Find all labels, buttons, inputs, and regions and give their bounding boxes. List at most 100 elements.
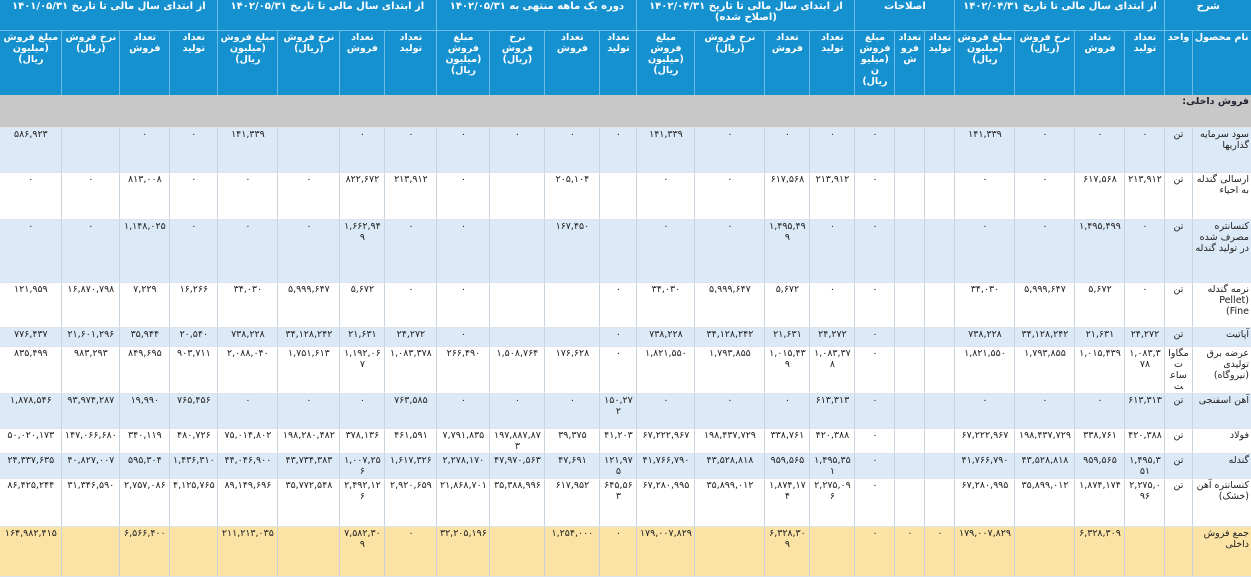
cell: ۰	[954, 172, 1015, 220]
cell: ۱,۸۷۴,۱۷۴	[764, 478, 810, 527]
cell: ۱,۴۹۵,۴۹۹	[1074, 219, 1125, 283]
data-row: آپاتیت تن ۲۴,۲۷۲ ۲۱,۶۳۱ ۳۴,۱۲۸,۲۴۲ ۷۳۸,۲۲۸ ۰ ۲۴…	[0, 327, 1251, 347]
cell: ۶۱۷,۵۶۸	[764, 172, 810, 220]
column-header: تعداد تولید	[599, 30, 637, 95]
cell: ۰	[1124, 219, 1165, 283]
row-label: کنسانتره آهن (خشک)	[1191, 478, 1251, 527]
row-label: گندله	[1191, 453, 1251, 479]
cell: ۴۱,۲۰۳	[599, 428, 637, 454]
column-header: تعداد تولید	[1124, 30, 1165, 95]
cell	[894, 282, 925, 328]
cell	[599, 219, 637, 283]
cell: تن	[1164, 219, 1192, 283]
cell	[277, 127, 340, 173]
cell: ۷۶۳,۵۸۵	[384, 393, 437, 429]
cell	[894, 172, 925, 220]
cell: ۰	[854, 327, 895, 347]
cell: ۰	[694, 172, 765, 220]
row-label: آپاتیت	[1191, 327, 1251, 347]
cell: ۰	[436, 282, 490, 328]
table-body: فروش داخلی: سود سرمایه گذاریها تن ۰ ۰ ۰ ۱۴۱,۳۳…	[0, 95, 1251, 577]
cell: ۱,۵۰۸,۷۶۴	[489, 346, 545, 394]
cell: ۱,۴۹۵,۳۵۱	[1124, 453, 1165, 479]
cell: ۰	[636, 219, 695, 283]
cell: ۱۹۸,۲۸۰,۴۸۲	[277, 428, 340, 454]
cell: ۰	[436, 393, 490, 429]
column-header: مبلغ فروش (میلیون ریال)	[854, 30, 895, 95]
cell: ۲۰۵,۱۰۴	[544, 172, 600, 220]
cell: ۱۷۹,۰۰۷,۸۲۹	[636, 526, 695, 577]
cell: ۱,۰۸۳,۳۷۸	[384, 346, 437, 394]
cell: ۳۲,۲۰۵,۱۹۶	[436, 526, 490, 577]
cell: تن	[1164, 478, 1192, 527]
cell	[924, 478, 955, 527]
cell: ۰	[599, 127, 637, 173]
group-header: از ابتدای سال مالی تا تاریخ ۱۴۰۲/۰۵/۳۱	[217, 0, 437, 31]
column-header: نرخ فروش (ریال)	[489, 30, 545, 95]
cell: تن	[1164, 453, 1192, 479]
cell	[894, 346, 925, 394]
cell: ۲۱۳,۹۱۲	[1124, 172, 1165, 220]
cell: ۷,۵۸۲,۳۰۹	[339, 526, 385, 577]
column-header: تعداد فروش	[119, 30, 170, 95]
cell: ۲,۷۵۷,۰۸۶	[119, 478, 170, 527]
cell	[1124, 526, 1165, 577]
column-header: نرخ فروش (ریال)	[694, 30, 765, 95]
cell: ۹۵۹,۵۶۵	[764, 453, 810, 479]
cell: ۲۱,۸۶۸,۷۰۱	[436, 478, 490, 527]
cell: ۱۴۱,۳۳۹	[217, 127, 278, 173]
cell: ۳۴,۱۲۸,۲۴۲	[1014, 327, 1075, 347]
row-label: سود سرمایه گذاریها	[1191, 127, 1251, 173]
cell: ۵۸۶,۹۲۳	[0, 127, 62, 173]
cell: ۱,۰۱۵,۴۳۹	[764, 346, 810, 394]
cell: ۳۵,۷۷۲,۵۴۸	[277, 478, 340, 527]
cell: ۰	[854, 526, 895, 577]
column-header: نرخ فروش (ریال)	[277, 30, 340, 95]
cell: ۳۳۸,۷۶۱	[764, 428, 810, 454]
cell: ۷۷۶,۴۳۷	[0, 327, 62, 347]
cell	[894, 393, 925, 429]
cell	[599, 172, 637, 220]
cell: ۱,۸۷۴,۱۷۴	[1074, 478, 1125, 527]
cell: ۹۰۳,۷۱۱	[169, 346, 218, 394]
cell: ۰	[1124, 282, 1165, 328]
cell: ۶۴۵,۵۶۳	[599, 478, 637, 527]
cell: ۱,۰۸۳,۳۷۸	[1124, 346, 1165, 394]
column-header: مبلغ فروش (میلیون ریال)	[217, 30, 278, 95]
cell: ۰	[217, 172, 278, 220]
cell: ۰	[599, 282, 637, 328]
cell: ۴,۱۲۵,۷۶۵	[169, 478, 218, 527]
cell: ۰	[636, 393, 695, 429]
cell	[544, 327, 600, 347]
cell: مگاوات ساعت	[1164, 346, 1192, 394]
column-header: نرخ فروش (ریال)	[1014, 30, 1075, 95]
cell: ۲,۹۲۰,۶۵۹	[384, 478, 437, 527]
cell: ۶,۳۲۸,۳۰۹	[764, 526, 810, 577]
cell: ۰	[61, 172, 120, 220]
cell	[694, 526, 765, 577]
cell: ۱,۷۹۳,۸۵۵	[1014, 346, 1075, 394]
cell	[924, 219, 955, 283]
cell: ۴۱,۷۶۶,۷۹۰	[636, 453, 695, 479]
cell: ۴۳,۷۳۴,۳۸۳	[277, 453, 340, 479]
cell	[894, 219, 925, 283]
cell: ۹۳,۹۷۴,۲۸۷	[61, 393, 120, 429]
row-label: کنسانتره مصرف شده در تولید گندله	[1191, 219, 1251, 283]
cell: ۰	[1014, 172, 1075, 220]
cell: ۹۸۳,۲۹۳	[61, 346, 120, 394]
cell: ۰	[339, 393, 385, 429]
cell: ۲۱,۶۳۱	[1074, 327, 1125, 347]
cell	[894, 327, 925, 347]
cell: ۸۹,۱۴۹,۶۹۶	[217, 478, 278, 527]
cell: تن	[1164, 127, 1192, 173]
cell: ۱۴۷,۰۶۶,۶۸۰	[61, 428, 120, 454]
cell: ۱۷۶,۶۲۸	[544, 346, 600, 394]
cell: ۱,۷۵۱,۶۱۳	[277, 346, 340, 394]
column-header: تعداد تولید	[384, 30, 437, 95]
cell: ۵,۹۹۹,۶۴۷	[694, 282, 765, 328]
cell: ۳۵,۸۹۹,۰۱۲	[694, 478, 765, 527]
column-header: تعداد فروش	[894, 30, 925, 95]
sub-header-row: نام محصول واحد تعداد تولید تعداد فروش نرخ فر…	[0, 30, 1251, 95]
cell: ۱,۷۹۳,۸۵۵	[694, 346, 765, 394]
cell: ۲۱۳,۹۱۲	[384, 172, 437, 220]
